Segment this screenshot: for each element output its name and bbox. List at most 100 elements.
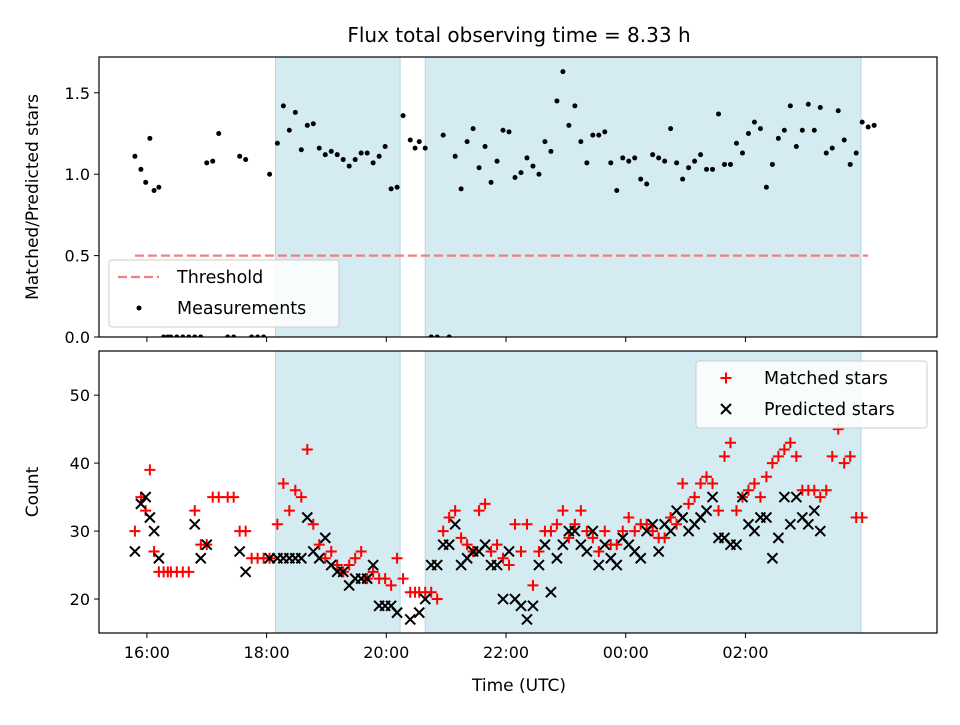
data-point <box>720 403 732 415</box>
data-point <box>497 552 509 564</box>
data-point <box>686 165 692 171</box>
data-point <box>144 511 156 524</box>
data-point <box>413 606 425 619</box>
x-tick-label: 22:00 <box>483 643 529 662</box>
data-point <box>449 518 461 530</box>
data-point <box>216 131 222 137</box>
data-point <box>614 187 620 193</box>
data-point <box>503 559 515 571</box>
data-point <box>129 545 141 558</box>
data-point <box>388 186 394 192</box>
data-point <box>707 478 719 490</box>
data-point <box>428 334 434 337</box>
data-point <box>271 518 283 530</box>
data-point <box>358 150 364 156</box>
data-point <box>676 511 689 524</box>
data-point <box>623 511 635 523</box>
legend-label: Predicted stars <box>764 400 895 420</box>
data-point <box>503 545 515 558</box>
data-point <box>407 137 413 143</box>
data-point <box>659 532 671 544</box>
data-point <box>292 109 298 115</box>
data-point <box>237 153 243 159</box>
data-point <box>638 176 644 182</box>
data-point <box>593 545 605 557</box>
data-point <box>240 525 252 537</box>
data-point <box>382 144 388 150</box>
data-point <box>518 170 524 176</box>
data-point <box>515 545 527 557</box>
data-point <box>716 111 722 117</box>
data-point <box>720 372 732 384</box>
data-point <box>683 498 695 510</box>
data-point <box>136 305 142 311</box>
data-point <box>844 450 856 462</box>
data-point <box>210 158 216 164</box>
data-point <box>400 113 406 119</box>
data-point <box>545 586 557 598</box>
data-point <box>814 525 826 537</box>
data-point <box>784 518 797 530</box>
data-point <box>367 566 379 578</box>
data-point <box>799 127 805 133</box>
data-point <box>313 539 325 551</box>
data-point <box>602 129 608 135</box>
data-point <box>551 552 563 564</box>
observing-window <box>424 57 862 337</box>
data-point <box>668 126 674 132</box>
data-point <box>391 606 403 619</box>
data-point <box>458 186 464 192</box>
data-point <box>808 504 821 517</box>
data-point <box>775 135 781 141</box>
data-point <box>634 552 647 564</box>
data-point <box>364 150 370 156</box>
data-point <box>473 505 485 517</box>
data-point <box>748 525 761 537</box>
data-point <box>249 334 255 337</box>
data-point <box>736 491 749 503</box>
data-point <box>665 511 677 523</box>
data-point <box>739 150 745 156</box>
x-axis-label: Time (UTC) <box>471 676 566 696</box>
data-point <box>751 119 757 125</box>
data-point <box>760 511 773 524</box>
data-point <box>231 334 237 337</box>
data-point <box>545 525 557 537</box>
data-point <box>569 525 581 537</box>
legend-label: Threshold <box>176 268 263 288</box>
y-axis-label: Matched/Predicted stars <box>23 94 43 300</box>
data-point <box>620 155 626 161</box>
data-point <box>722 161 728 167</box>
data-point <box>766 552 779 564</box>
data-point <box>325 545 337 557</box>
data-point <box>530 163 536 169</box>
data-point <box>509 518 521 530</box>
data-point <box>581 525 593 537</box>
series-measurements <box>132 69 877 337</box>
data-point <box>161 334 167 337</box>
data-point <box>524 155 530 161</box>
data-point <box>790 450 802 462</box>
data-point <box>431 593 443 605</box>
data-point <box>446 334 452 337</box>
data-point <box>727 161 733 167</box>
data-point <box>129 525 141 537</box>
data-point <box>784 437 796 449</box>
chart-title: Flux total observing time = 8.33 h <box>347 23 690 47</box>
axes-frame <box>98 350 938 634</box>
data-point <box>485 545 497 557</box>
data-point <box>346 163 352 169</box>
data-point <box>198 334 204 337</box>
data-point <box>225 334 231 337</box>
data-point <box>760 471 772 483</box>
x-tick-label: 00:00 <box>603 643 649 662</box>
data-point <box>391 552 403 564</box>
data-point <box>754 491 766 503</box>
data-point <box>482 144 488 150</box>
data-point <box>593 559 605 571</box>
y-tick-label: 1.0 <box>65 165 90 184</box>
data-point <box>295 491 307 503</box>
data-point <box>811 127 817 133</box>
data-point <box>793 144 799 150</box>
